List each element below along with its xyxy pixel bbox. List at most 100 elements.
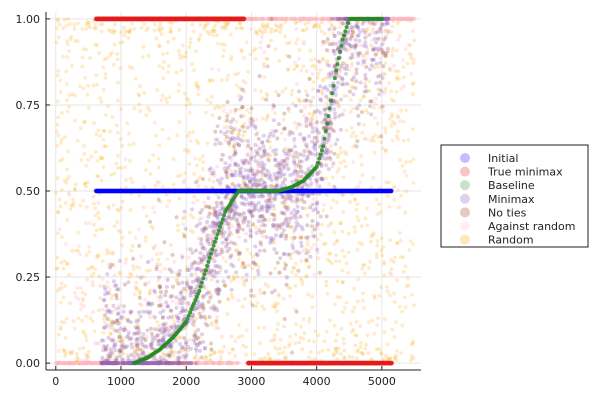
no-ties-point	[275, 137, 279, 141]
minimax-point	[180, 255, 184, 259]
no-ties-point	[299, 236, 303, 240]
minimax-point	[195, 285, 199, 289]
random-point	[353, 305, 357, 309]
minimax-point	[139, 315, 143, 319]
random-point	[404, 160, 408, 164]
minimax-point	[315, 248, 319, 252]
against-random-point	[88, 221, 92, 225]
minimax-point	[286, 107, 290, 111]
random-point	[197, 93, 201, 97]
minimax-point	[157, 328, 161, 332]
against-random-point	[275, 347, 279, 351]
minimax-point	[311, 203, 315, 207]
random-point	[127, 143, 131, 147]
random-point	[252, 352, 256, 356]
random-point	[116, 131, 120, 135]
no-ties-point	[175, 215, 179, 219]
random-point	[321, 79, 325, 83]
random-point	[409, 239, 413, 243]
minimax-point	[386, 29, 390, 33]
random-point	[404, 264, 408, 268]
minimax-point	[295, 174, 299, 178]
no-ties-point	[290, 351, 294, 355]
against-random-point	[194, 353, 198, 357]
minimax-point	[257, 219, 261, 223]
random-point	[360, 224, 364, 228]
minimax-point	[262, 154, 266, 158]
random-point	[125, 121, 129, 125]
against-random-point	[250, 17, 254, 21]
random-point	[338, 25, 342, 29]
minimax-point	[140, 352, 144, 356]
minimax-point	[315, 179, 319, 183]
minimax-point	[161, 316, 165, 320]
random-point	[186, 148, 190, 152]
random-point	[153, 28, 157, 32]
against-random-point	[409, 72, 413, 76]
minimax-point	[213, 142, 217, 146]
random-point	[78, 204, 82, 208]
minimax-point	[330, 17, 334, 21]
minimax-point	[261, 223, 265, 227]
against-random-point	[365, 137, 369, 141]
random-point	[75, 352, 79, 356]
random-point	[389, 89, 393, 93]
minimax-point	[159, 290, 163, 294]
minimax-point	[229, 137, 233, 141]
random-point	[313, 329, 317, 333]
random-point	[167, 137, 171, 141]
against-random-point	[111, 251, 115, 255]
minimax-point	[175, 306, 179, 310]
random-point	[130, 22, 134, 26]
minimax-point	[354, 38, 358, 42]
random-point	[161, 77, 165, 81]
random-point	[137, 194, 141, 198]
random-point	[138, 109, 142, 113]
no-ties-point	[223, 284, 227, 288]
against-random-point	[327, 182, 331, 186]
random-point	[204, 185, 208, 189]
no-ties-point	[230, 131, 234, 135]
minimax-point	[227, 226, 231, 230]
minimax-point	[369, 112, 373, 116]
random-point	[371, 176, 375, 180]
random-point	[155, 252, 159, 256]
minimax-point	[334, 93, 338, 97]
random-point	[71, 198, 75, 202]
random-point	[79, 126, 83, 130]
random-point	[410, 293, 414, 297]
minimax-point	[363, 90, 367, 94]
random-point	[132, 106, 136, 110]
random-point	[161, 94, 165, 98]
no-ties-point	[325, 214, 329, 218]
minimax-point	[267, 205, 271, 209]
no-ties-point	[247, 220, 251, 224]
minimax-point	[272, 218, 276, 222]
no-ties-point	[332, 185, 336, 189]
random-point	[94, 73, 98, 77]
minimax-point	[372, 58, 376, 62]
minimax-point	[336, 81, 340, 85]
minimax-point	[206, 215, 210, 219]
random-point	[222, 345, 226, 349]
random-point	[399, 351, 403, 355]
random-point	[363, 272, 367, 276]
random-point	[123, 166, 127, 170]
random-point	[354, 134, 358, 138]
minimax-point	[113, 348, 117, 352]
random-point	[56, 266, 60, 270]
random-point	[213, 107, 217, 111]
random-point	[355, 320, 359, 324]
minimax-point	[327, 27, 331, 31]
minimax-point	[246, 173, 250, 177]
random-point	[277, 294, 281, 298]
random-point	[406, 276, 410, 280]
no-ties-point	[381, 51, 385, 55]
against-random-point	[159, 252, 163, 256]
random-point	[65, 98, 69, 102]
against-random-point	[312, 243, 316, 247]
random-point	[235, 83, 239, 87]
against-random-point	[187, 256, 191, 260]
random-point	[364, 347, 368, 351]
random-point	[294, 42, 298, 46]
